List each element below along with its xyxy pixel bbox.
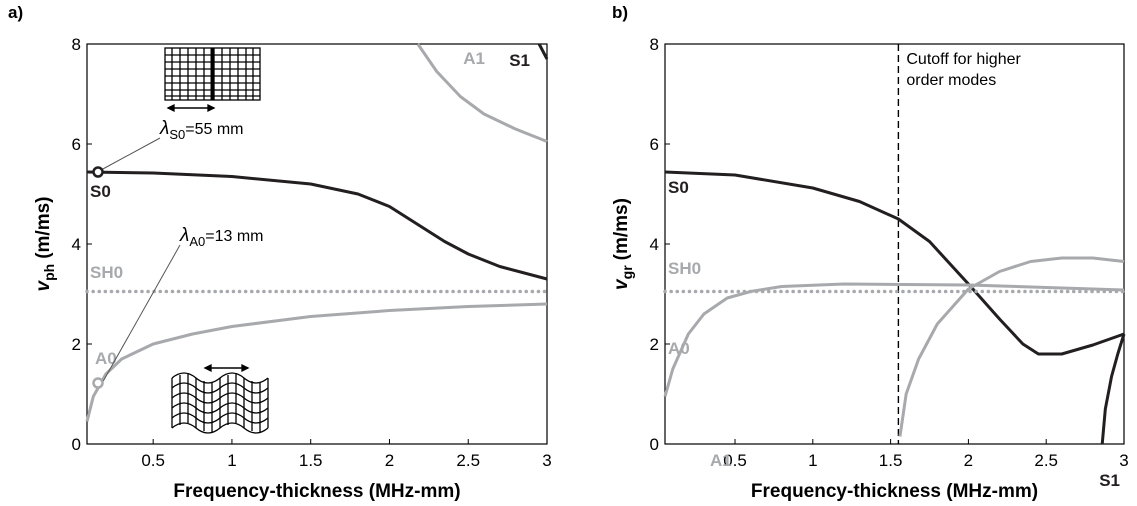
y-axis-symbol: v: [33, 279, 54, 291]
x-axis-label: Frequency-thickness (MHz-mm): [751, 481, 1038, 502]
plot-frame: [664, 43, 1125, 445]
series-line: [416, 43, 548, 143]
wavelength-symbol: λ: [179, 225, 189, 246]
series-label: S1: [1099, 471, 1120, 490]
y-tick-label: 8: [72, 35, 81, 54]
series-line: [537, 43, 549, 60]
cutoff-note: Cutoff for higher: [906, 51, 1021, 68]
x-tick-label: 2.5: [456, 451, 480, 470]
series-label: S1: [509, 51, 530, 70]
x-tick-label: 3: [1119, 451, 1128, 470]
series-line: [898, 256, 1125, 437]
x-tick-label: 2: [385, 451, 394, 470]
y-tick-label: 0: [72, 435, 81, 454]
x-tick-label: 0.5: [141, 451, 165, 470]
series-line: [85, 302, 548, 422]
cutoff-note: order modes: [906, 72, 996, 89]
x-tick-label: 0.5: [723, 451, 747, 470]
series-label: SH0: [668, 259, 701, 278]
wavelength-symbol: λ: [159, 118, 169, 139]
series-line: [86, 170, 548, 281]
a0-mode-sketch: [171, 363, 269, 434]
series-label: S0: [668, 178, 689, 197]
series-label: A0: [95, 349, 117, 368]
wavelength-note: λS0=55 mm: [159, 118, 244, 142]
wavelength-subscript: S0: [169, 127, 185, 142]
annotation-arrow: [100, 137, 161, 171]
y-tick-label: 6: [650, 135, 659, 154]
y-axis-label: vgr (m/ms): [611, 198, 635, 290]
y-axis-symbol: v: [611, 278, 632, 290]
y-axis-label: vph (m/ms): [33, 197, 57, 292]
series-label: A0: [668, 339, 690, 358]
y-axis-subscript: gr: [619, 265, 635, 280]
x-axis-label: Frequency-thickness (MHz-mm): [173, 481, 460, 502]
series-label: A1: [710, 451, 732, 470]
mode-point: [92, 377, 104, 389]
y-tick-label: 4: [650, 235, 659, 254]
y-tick-label: 0: [650, 435, 659, 454]
series-line: [663, 282, 1125, 397]
wavelength-note: λA0=13 mm: [179, 225, 264, 249]
y-tick-label: 6: [72, 135, 81, 154]
s0-mode-sketch: [164, 47, 261, 113]
y-axis-unit: (m/ms): [33, 197, 54, 259]
x-tick-label: 2.5: [1034, 451, 1058, 470]
series-label: A1: [463, 49, 485, 68]
x-tick-label: 1: [227, 451, 236, 470]
y-tick-label: 2: [72, 335, 81, 354]
y-axis-subscript: ph: [41, 264, 57, 281]
plot-frame: [86, 43, 548, 445]
y-tick-label: 4: [72, 235, 81, 254]
mode-point: [92, 166, 104, 178]
annotation-arrow: [100, 244, 181, 386]
y-axis-unit: (m/ms): [611, 198, 632, 260]
wavelength-value: =55 mm: [185, 121, 243, 138]
series-label: SH0: [90, 263, 123, 282]
series-line: [664, 170, 1125, 356]
panel-label: a): [8, 3, 23, 22]
series-line: [1100, 333, 1126, 445]
x-tick-label: 1.5: [299, 451, 323, 470]
wavelength-subscript: A0: [189, 234, 205, 249]
x-tick-label: 1: [808, 451, 817, 470]
x-tick-label: 1.5: [879, 451, 903, 470]
x-tick-label: 2: [964, 451, 973, 470]
series-label: S0: [90, 182, 111, 201]
wavelength-value: =13 mm: [205, 228, 263, 245]
y-tick-label: 2: [650, 335, 659, 354]
x-tick-label: 3: [542, 451, 551, 470]
panel-label: b): [612, 3, 628, 22]
y-tick-label: 8: [650, 35, 659, 54]
